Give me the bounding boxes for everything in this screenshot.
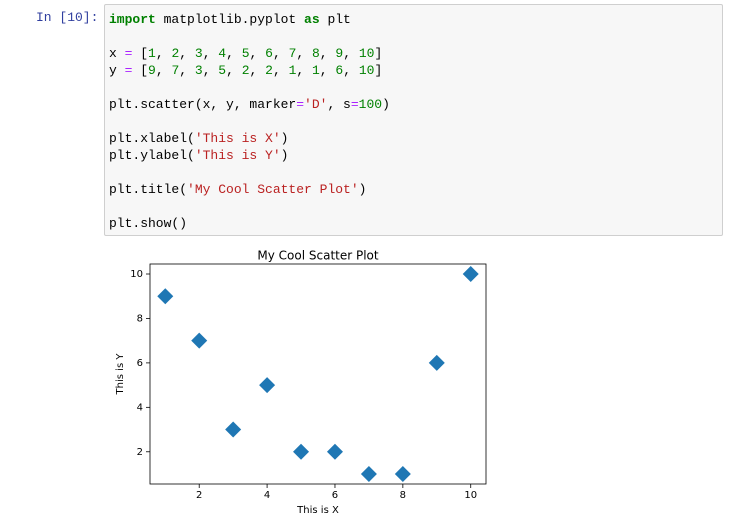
code-line: plt.show() bbox=[109, 216, 188, 231]
point bbox=[259, 377, 276, 394]
code-line: import matplotlib.pyplot as plt bbox=[109, 12, 351, 27]
point bbox=[428, 354, 445, 371]
code-line: plt.title('My Cool Scatter Plot') bbox=[109, 182, 367, 197]
code-block: x = [1, 2, 3, 4, 5, 6, 7, 8, 9, 10] y = [… bbox=[109, 45, 718, 79]
code-line: plt.ylabel('This is Y') bbox=[109, 148, 289, 163]
code-block: import matplotlib.pyplot as plt bbox=[109, 11, 718, 28]
point bbox=[326, 443, 343, 460]
code-line: plt.scatter(x, y, marker='D', s=100) bbox=[109, 97, 390, 112]
y-tick-label: 10 bbox=[130, 269, 143, 280]
x-tick-label: 4 bbox=[264, 490, 270, 501]
point bbox=[157, 288, 174, 305]
point bbox=[462, 266, 479, 282]
x-tick-label: 6 bbox=[332, 490, 338, 501]
cell-prompt: In [10]: bbox=[36, 10, 99, 25]
chart-title: My Cool Scatter Plot bbox=[257, 249, 379, 263]
code-line: plt.xlabel('This is X') bbox=[109, 131, 289, 146]
point bbox=[191, 332, 208, 349]
code-block: plt.title('My Cool Scatter Plot') bbox=[109, 181, 718, 198]
x-tick-label: 10 bbox=[464, 490, 477, 501]
y-tick-label: 2 bbox=[137, 447, 143, 458]
plot-area bbox=[149, 263, 487, 485]
y-tick-label: 4 bbox=[137, 402, 143, 413]
point bbox=[394, 466, 411, 482]
x-tick-label: 8 bbox=[400, 490, 406, 501]
y-tick-label: 8 bbox=[137, 313, 143, 324]
x-tick-label: 2 bbox=[196, 490, 202, 501]
y-axis-label: This is Y bbox=[115, 353, 126, 396]
code-block: plt.scatter(x, y, marker='D', s=100) bbox=[109, 96, 718, 113]
point bbox=[225, 421, 242, 438]
point bbox=[360, 466, 377, 482]
y-tick-label: 6 bbox=[137, 358, 143, 369]
code-cell[interactable]: import matplotlib.pyplot as plt x = [1, 2… bbox=[104, 4, 723, 236]
point bbox=[293, 443, 310, 460]
code-line: y = [9, 7, 3, 5, 2, 2, 1, 1, 6, 10] bbox=[109, 63, 383, 78]
code-block: plt.show() bbox=[109, 215, 718, 232]
code-line: x = [1, 2, 3, 4, 5, 6, 7, 8, 9, 10] bbox=[109, 46, 383, 61]
code-block: plt.xlabel('This is X') plt.ylabel('This … bbox=[109, 130, 718, 164]
x-axis-label: This is X bbox=[296, 505, 339, 516]
